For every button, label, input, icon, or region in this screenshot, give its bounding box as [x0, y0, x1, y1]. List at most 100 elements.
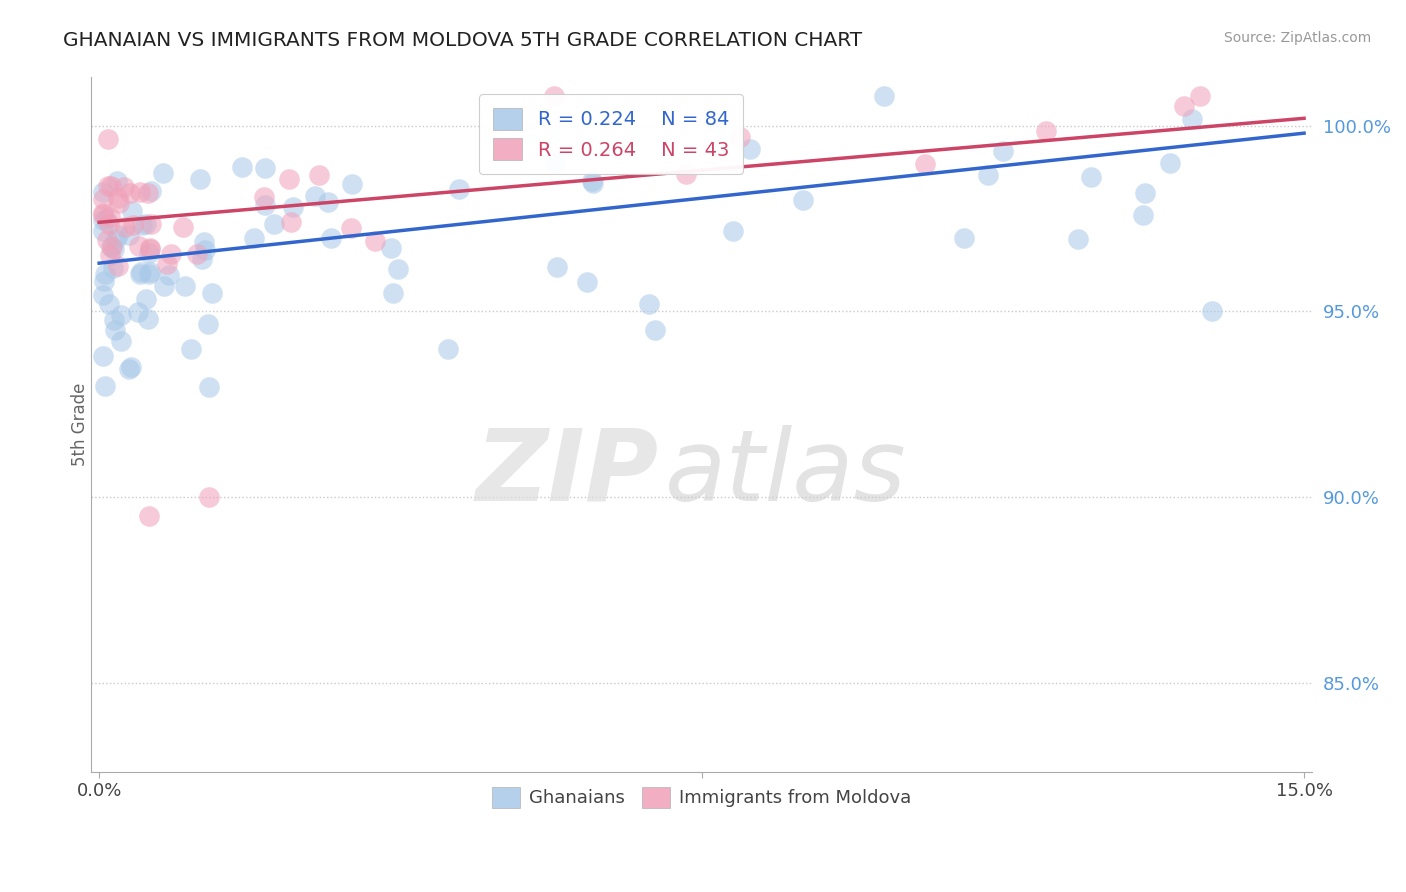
Point: [278, 172, 301, 186]
Point: [1189, 89, 1212, 103]
Point: [107, 259, 129, 273]
Point: [98, 248, 121, 262]
Point: [139, 217, 162, 231]
Point: [110, 334, 132, 348]
Point: [738, 142, 761, 156]
Point: [582, 176, 605, 190]
Point: [253, 161, 276, 175]
Point: [387, 261, 409, 276]
Point: [1067, 232, 1090, 246]
Point: [1173, 99, 1195, 113]
Text: GHANAIAN VS IMMIGRANTS FROM MOLDOVA 5TH GRADE CORRELATION CHART: GHANAIAN VS IMMIGRANTS FROM MOLDOVA 5TH …: [63, 31, 862, 50]
Point: [91, 287, 114, 301]
Point: [94, 211, 117, 226]
Point: [364, 234, 387, 248]
Point: [198, 380, 221, 394]
Point: [91, 349, 114, 363]
Point: [107, 228, 129, 243]
Point: [308, 168, 330, 182]
Point: [1201, 304, 1223, 318]
Point: [1132, 208, 1154, 222]
Point: [141, 184, 163, 198]
Point: [93, 275, 115, 289]
Point: [792, 194, 814, 208]
Point: [644, 323, 666, 337]
Point: [91, 185, 114, 199]
Point: [127, 305, 149, 319]
Point: [581, 174, 603, 188]
Point: [437, 342, 460, 356]
Point: [152, 166, 174, 180]
Point: [91, 192, 114, 206]
Point: [873, 89, 896, 103]
Point: [186, 247, 208, 261]
Point: [197, 317, 219, 331]
Point: [281, 201, 304, 215]
Point: [976, 168, 998, 182]
Point: [675, 167, 697, 181]
Point: [201, 285, 224, 300]
Point: [194, 243, 217, 257]
Point: [104, 232, 127, 246]
Point: [253, 189, 276, 203]
Point: [546, 260, 568, 274]
Point: [1135, 186, 1157, 201]
Point: [138, 245, 160, 260]
Point: [193, 235, 215, 250]
Point: [991, 145, 1014, 159]
Point: [120, 186, 142, 200]
Point: [118, 228, 141, 243]
Point: [118, 361, 141, 376]
Point: [728, 129, 751, 144]
Point: [1181, 112, 1204, 127]
Point: [128, 267, 150, 281]
Point: [98, 217, 121, 231]
Point: [172, 220, 194, 235]
Point: [231, 160, 253, 174]
Point: [198, 490, 221, 504]
Point: [316, 194, 339, 209]
Point: [121, 218, 143, 232]
Point: [703, 113, 725, 128]
Point: [138, 268, 160, 282]
Point: [103, 243, 125, 257]
Point: [129, 265, 152, 279]
Text: Source: ZipAtlas.com: Source: ZipAtlas.com: [1223, 31, 1371, 45]
Point: [104, 323, 127, 337]
Point: [157, 268, 180, 282]
Text: atlas: atlas: [665, 425, 907, 522]
Point: [575, 275, 598, 289]
Point: [135, 217, 157, 231]
Point: [340, 221, 363, 235]
Point: [637, 297, 659, 311]
Point: [139, 242, 162, 256]
Point: [101, 240, 124, 254]
Point: [97, 132, 120, 146]
Point: [160, 246, 183, 260]
Point: [188, 172, 211, 186]
Point: [1159, 156, 1181, 170]
Point: [98, 211, 121, 225]
Point: [953, 231, 976, 245]
Point: [243, 231, 266, 245]
Point: [103, 313, 125, 327]
Point: [131, 219, 153, 233]
Point: [91, 213, 114, 227]
Point: [100, 239, 122, 253]
Point: [108, 196, 131, 211]
Point: [138, 241, 160, 255]
Point: [380, 241, 402, 255]
Point: [447, 182, 470, 196]
Point: [91, 224, 114, 238]
Point: [100, 179, 122, 194]
Point: [263, 217, 285, 231]
Point: [139, 265, 162, 279]
Point: [136, 312, 159, 326]
Point: [135, 292, 157, 306]
Point: [1080, 169, 1102, 184]
Point: [103, 260, 125, 275]
Point: [253, 198, 276, 212]
Point: [382, 285, 405, 300]
Point: [180, 342, 202, 356]
Point: [114, 219, 136, 234]
